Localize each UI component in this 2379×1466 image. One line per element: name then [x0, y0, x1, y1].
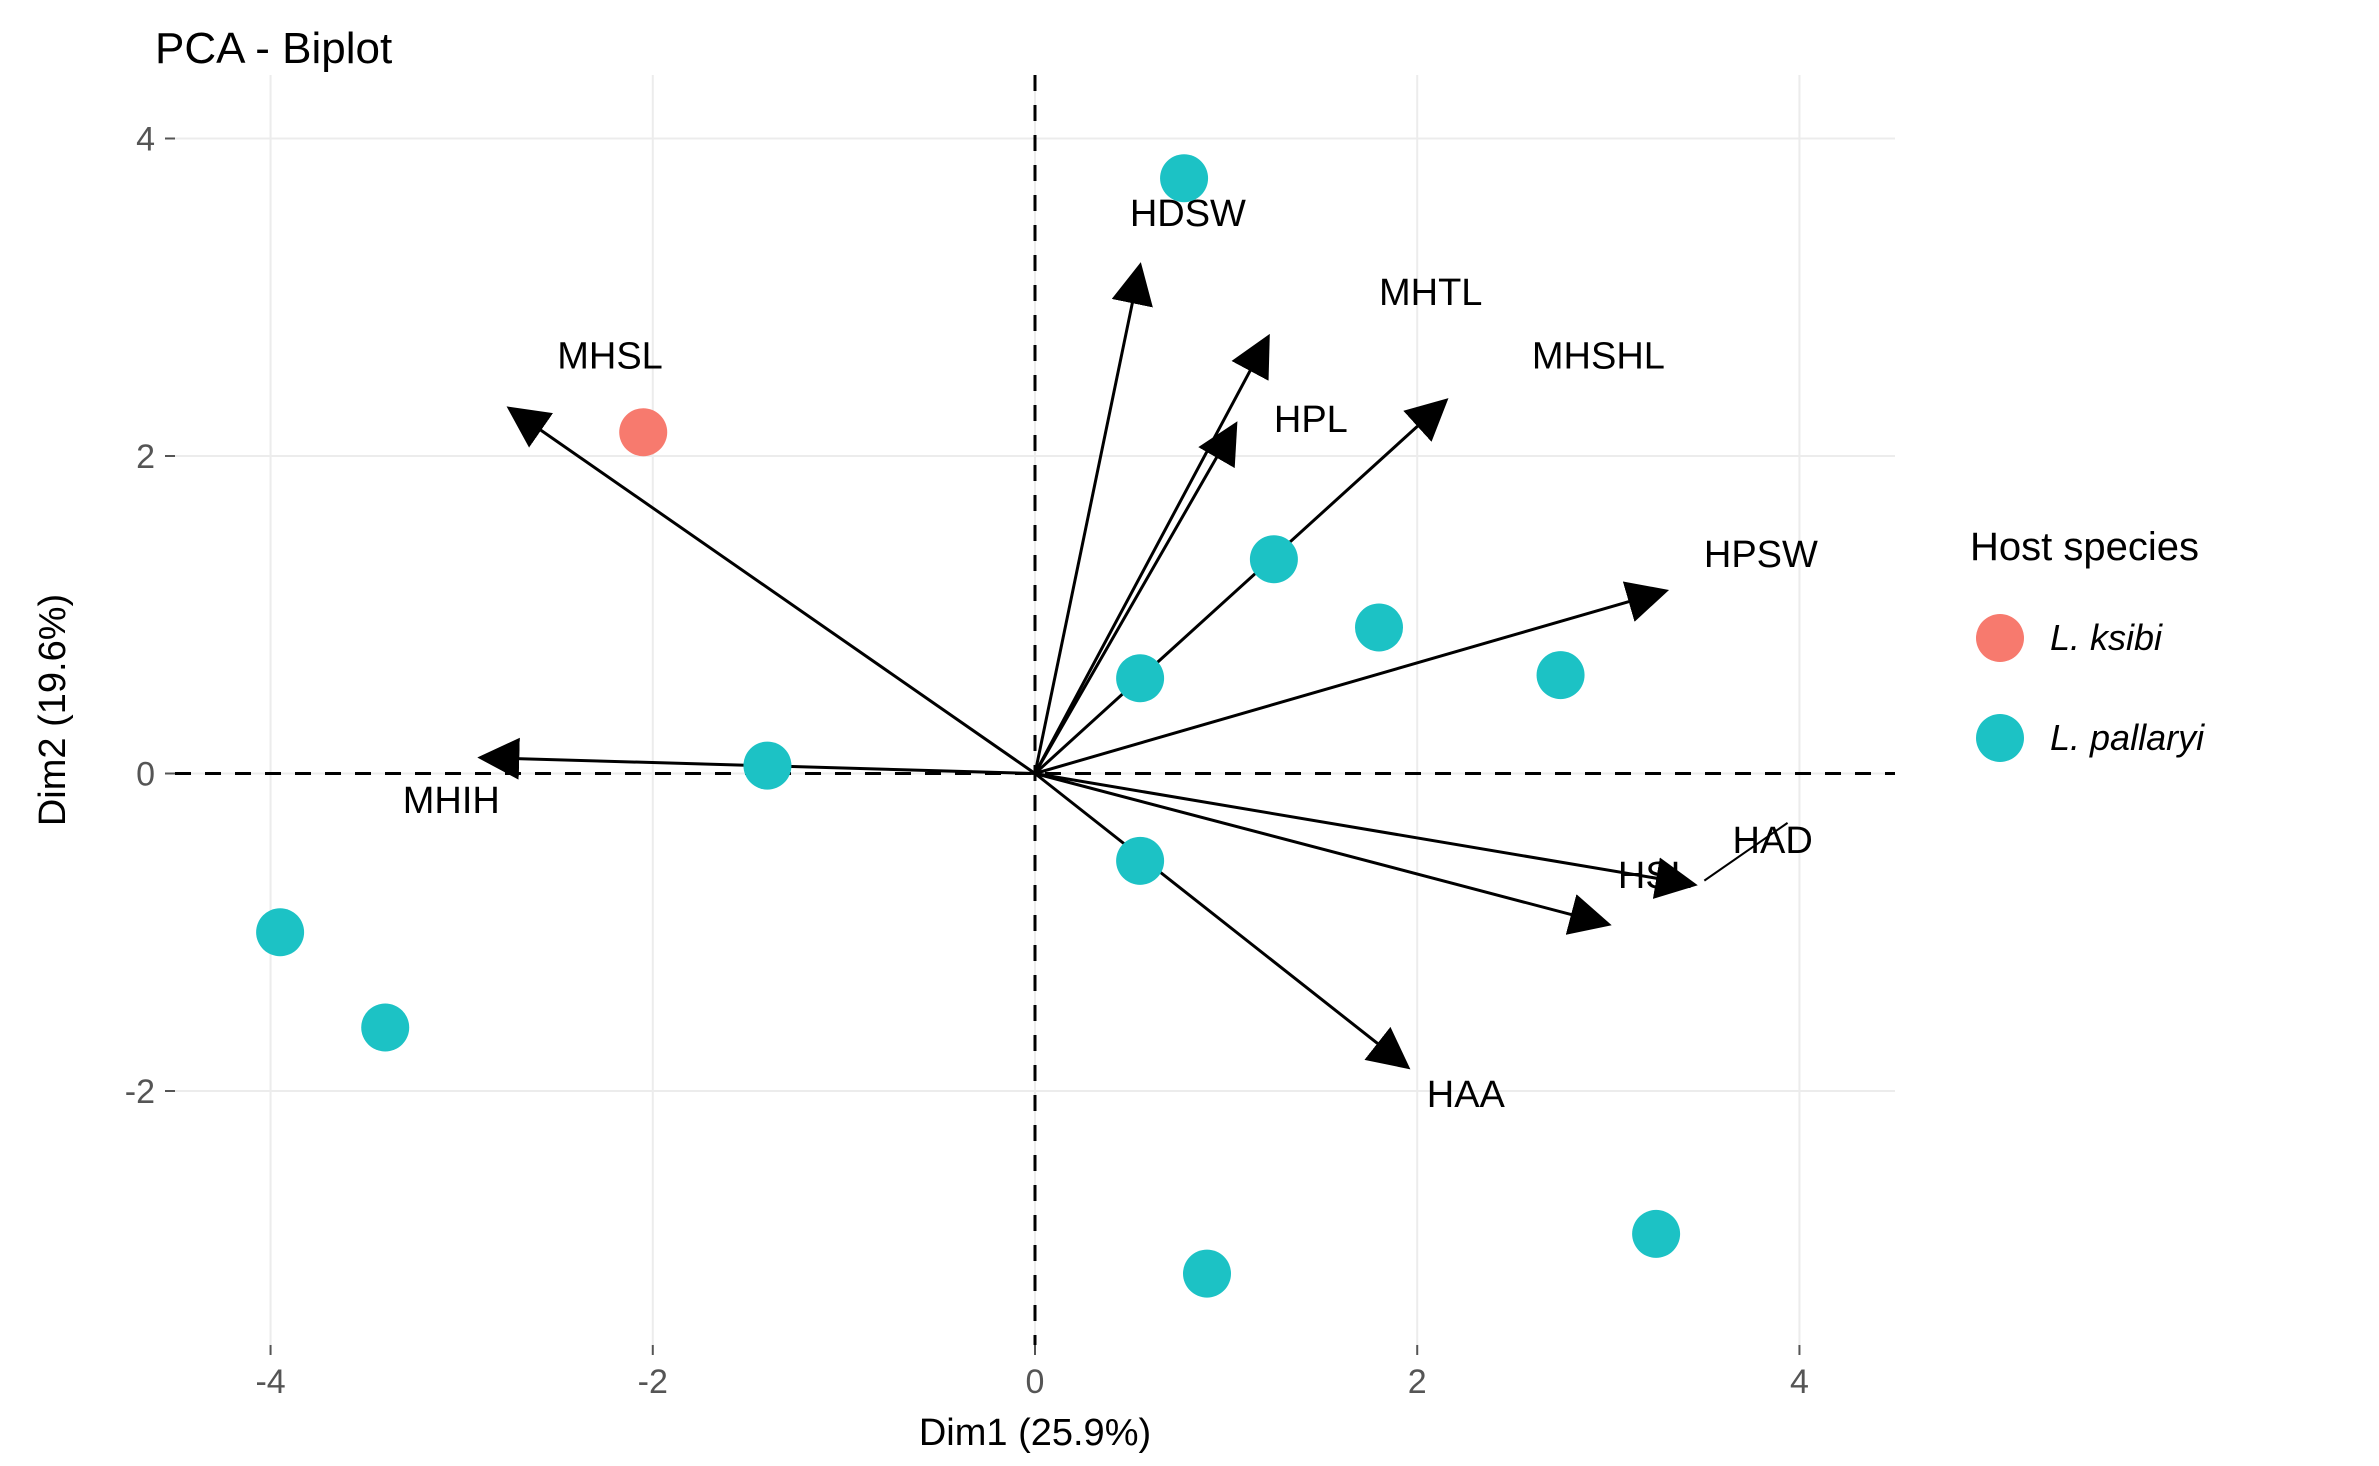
loading-vector-label: MHSHL — [1532, 336, 1665, 378]
x-tick-label: 0 — [1026, 1363, 1045, 1401]
legend-item: L. pallaryi — [1976, 714, 2205, 762]
scatter-point — [1116, 654, 1164, 702]
loading-vector-label: HAD — [1733, 820, 1813, 862]
scatter-point — [1250, 535, 1298, 583]
legend-item-label: L. pallaryi — [2050, 717, 2205, 758]
loading-vector-label: MHTL — [1379, 272, 1482, 314]
legend-marker — [1976, 714, 2024, 762]
loading-vector-label: MHSL — [557, 336, 663, 378]
legend-item: L. ksibi — [1976, 614, 2163, 662]
loading-vector-label: HPSW — [1704, 534, 1818, 576]
x-tick-label: 2 — [1408, 1363, 1427, 1401]
scatter-point — [1160, 154, 1208, 202]
scatter-point — [1537, 651, 1585, 699]
legend-marker — [1976, 614, 2024, 662]
x-axis-title: Dim1 (25.9%) — [919, 1412, 1151, 1454]
scatter-point — [256, 908, 304, 956]
pca-biplot-svg: -4 -2 0 2 4 -2 0 2 4 Dim1 (25.9%) Dim2 (19.6%) PCA … — [0, 0, 2379, 1466]
scatter-point — [1183, 1250, 1231, 1298]
scatter-point — [361, 1004, 409, 1052]
x-tick-label: -2 — [638, 1363, 668, 1401]
loading-vector-label: HAA — [1427, 1074, 1506, 1116]
loading-vector-label: HPL — [1274, 399, 1348, 441]
scatter-point — [743, 742, 791, 790]
loading-vector-label: MHIH — [403, 780, 500, 822]
x-tick-label: 4 — [1790, 1363, 1809, 1401]
y-tick-label: -2 — [125, 1073, 155, 1111]
legend: Host species L. ksibi L. pallaryi — [1970, 525, 2205, 762]
y-axis-title: Dim2 (19.6%) — [32, 594, 74, 826]
loading-vector-label: HSL — [1618, 855, 1692, 897]
scatter-point — [1116, 837, 1164, 885]
scatter-point — [1355, 603, 1403, 651]
y-tick-label: 0 — [136, 756, 155, 794]
chart-title: PCA - Biplot — [155, 24, 392, 73]
pca-biplot-figure: -4 -2 0 2 4 -2 0 2 4 Dim1 (25.9%) Dim2 (19.6%) PCA … — [0, 0, 2379, 1466]
x-tick-label: -4 — [255, 1363, 285, 1401]
scatter-point — [1632, 1210, 1680, 1258]
scatter-point — [619, 408, 667, 456]
y-tick-label: 4 — [136, 121, 155, 159]
legend-item-label: L. ksibi — [2050, 617, 2163, 658]
legend-title: Host species — [1970, 525, 2199, 569]
y-tick-label: 2 — [136, 438, 155, 476]
